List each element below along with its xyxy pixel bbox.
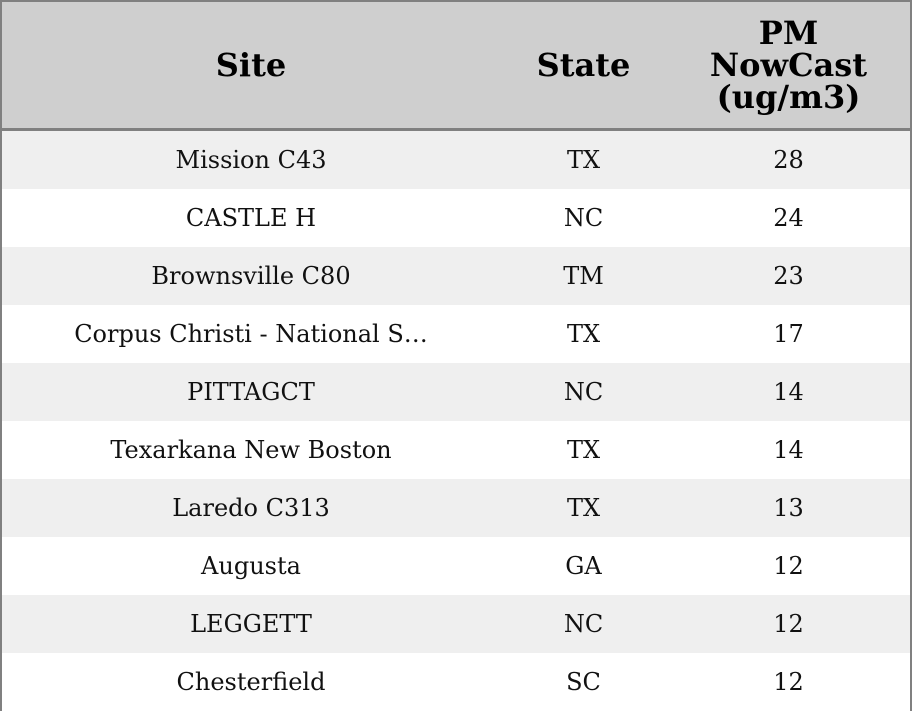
table-cell: Corpus Christi - National S… [74,319,428,348]
table-cell: 17 [773,319,804,348]
table-cell: TM [563,261,604,290]
table-cell: Texarkana New Boston [110,435,392,464]
table-cell: 28 [773,145,804,174]
table-row: Augusta GA 12 [2,536,910,595]
table-cell: 14 [773,377,804,406]
table-cell: 12 [773,551,804,580]
table-row: Texarkana New Boston TX 14 [2,420,910,479]
table-cell: CASTLE H [185,203,317,232]
table-cell: NC [563,377,604,406]
table-cell: LEGGETT [190,609,312,638]
table-cell: TX [566,493,601,522]
table-cell: TX [566,435,601,464]
column-header-text: State [536,45,631,84]
table-cell: Chesterfield [176,667,326,696]
table-cell: PITTAGCT [187,377,315,406]
table-cell: SC [566,667,601,696]
table-row: Brownsville C80 TM 23 [2,246,910,305]
table-cell: 24 [773,203,804,232]
table-cell: TX [566,145,601,174]
table-cell: Mission C43 [175,145,327,174]
table-row: LEGGETT NC 12 [2,594,910,653]
table-cell: GA [565,551,602,580]
column-header-text: PM NowCast (ug/m3) [709,13,868,116]
table-cell: TX [566,319,601,348]
column-header: State [500,2,667,129]
table-header: Site State PM NowCast (ug/m3) [2,2,910,129]
table-cell: 12 [773,667,804,696]
column-header: Site [2,2,500,129]
table-cell: 13 [773,493,804,522]
table-cell: NC [563,609,604,638]
table-cell: Augusta [201,551,301,580]
table-cell: Brownsville C80 [151,261,351,290]
table-cell: 14 [773,435,804,464]
table-cell: NC [563,203,604,232]
table-row: Chesterfield SC 12 [2,652,910,711]
header-row: Site State PM NowCast (ug/m3) [2,2,910,129]
table-cell: 12 [773,609,804,638]
table-row: Laredo C313 TX 13 [2,478,910,537]
column-header-text: Site [215,45,287,84]
table-row: Corpus Christi - National S… TX 17 [2,304,910,363]
column-header: PM NowCast (ug/m3) [667,2,910,129]
table-row: CASTLE H NC 24 [2,188,910,247]
table-row: PITTAGCT NC 14 [2,362,910,421]
table-row: Mission C43 TX 28 [2,129,910,189]
table-cell: Laredo C313 [172,493,330,522]
table-body: Mission C43 TX 28 CASTLE H NC 24 Brownsville C… [2,129,910,711]
table-cell: 23 [773,261,804,290]
